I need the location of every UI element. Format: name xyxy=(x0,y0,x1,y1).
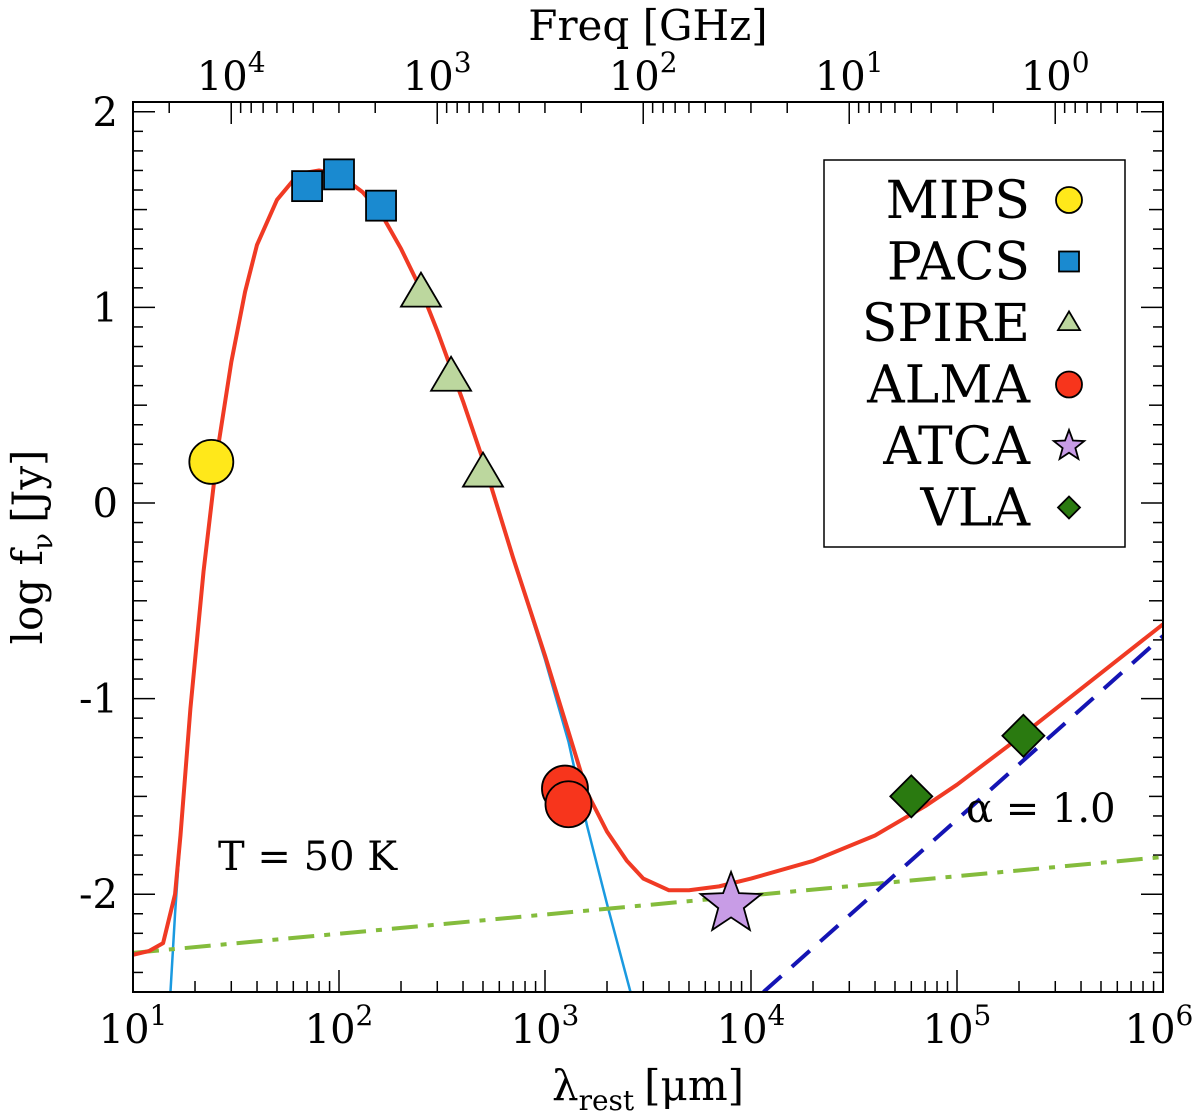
y-axis-title-unit: [Jy] xyxy=(3,450,52,523)
point-vla xyxy=(1001,713,1046,759)
top-tick-label-base: 10 xyxy=(815,54,866,100)
x-tick-label: 106 xyxy=(1125,999,1194,1053)
x-tick-label-base: 10 xyxy=(99,1007,150,1053)
point-spire xyxy=(429,354,473,392)
x-tick-labels: 101 102 103 104 105 106 xyxy=(99,999,1194,1053)
x-tick-label-base: 10 xyxy=(717,1007,768,1053)
alpha-annotation: α = 1.0 xyxy=(966,786,1116,832)
point-pacs xyxy=(323,158,355,191)
point-pacs xyxy=(291,170,323,203)
x-tick-label: 103 xyxy=(511,999,580,1053)
x-tick-label-exp: 3 xyxy=(562,999,580,1032)
top-tick-label-exp: 4 xyxy=(248,46,266,79)
x-axis-title-main: λ xyxy=(552,1061,579,1110)
legend-label-pacs: PACS xyxy=(887,233,1030,293)
point-pacs xyxy=(365,189,397,222)
x-tick-label-base: 10 xyxy=(511,1007,562,1053)
legend-marker-alma xyxy=(1055,370,1083,399)
top-tick-label-base: 10 xyxy=(403,54,454,100)
x-tick-label: 105 xyxy=(923,999,992,1053)
y-tick-label: -2 xyxy=(79,872,118,918)
top-axis-title: Freq [GHz] xyxy=(528,1,767,50)
point-spire xyxy=(399,270,443,308)
y-tick-label: -1 xyxy=(79,677,118,723)
curve-total-sed xyxy=(133,168,1163,957)
y-axis-title-main: log f xyxy=(3,546,52,644)
top-tick-label-base: 10 xyxy=(1021,54,1072,100)
x-axis-title-unit: [μm] xyxy=(644,1061,744,1110)
data-points xyxy=(188,158,1046,932)
axis-ticks xyxy=(132,102,1164,993)
point-vla xyxy=(889,774,934,819)
legend-marker-atca xyxy=(1051,427,1087,462)
top-tick-label: 101 xyxy=(815,46,884,100)
legend-marker-vla xyxy=(1056,495,1082,520)
x-axis-title: λrest [μm] xyxy=(552,1061,744,1116)
top-tick-label-base: 10 xyxy=(609,54,660,100)
point-mips xyxy=(188,439,235,485)
x-tick-label-base: 10 xyxy=(1125,1007,1176,1053)
top-tick-label-exp: 3 xyxy=(454,46,472,79)
x-tick-label: 101 xyxy=(99,999,168,1053)
x-tick-label-exp: 4 xyxy=(768,999,786,1032)
legend-marker-mips xyxy=(1055,186,1083,214)
x-tick-label-base: 10 xyxy=(305,1007,356,1053)
top-tick-label: 103 xyxy=(403,46,472,100)
legend-box xyxy=(823,159,1126,548)
point-atca xyxy=(698,869,764,932)
top-tick-labels: 104 103 102 101 100 xyxy=(197,46,1090,100)
curve-synchrotron-1-0 xyxy=(762,634,1163,992)
y-tick-label: 1 xyxy=(93,285,118,331)
top-tick-label-base: 10 xyxy=(197,54,248,100)
plot-frame xyxy=(132,101,1164,993)
x-tick-label: 104 xyxy=(717,999,786,1053)
x-tick-label-exp: 1 xyxy=(150,999,168,1032)
top-tick-label: 104 xyxy=(197,46,266,100)
x-tick-label-exp: 6 xyxy=(1176,999,1194,1032)
x-axis-title-sub: rest xyxy=(579,1084,635,1116)
legend-label-mips: MIPS xyxy=(886,171,1030,231)
x-tick-label-exp: 2 xyxy=(356,999,374,1032)
top-tick-label-exp: 1 xyxy=(866,46,884,79)
top-tick-label: 100 xyxy=(1021,46,1090,100)
top-tick-label-exp: 0 xyxy=(1072,46,1090,79)
x-tick-label: 102 xyxy=(305,999,374,1053)
top-tick-label-exp: 2 xyxy=(660,46,678,79)
x-tick-label-exp: 5 xyxy=(974,999,992,1032)
legend-marker-spire xyxy=(1056,309,1082,332)
top-tick-label: 102 xyxy=(609,46,678,100)
y-axis-title: log fν [Jy] xyxy=(3,450,59,645)
curve-free-free xyxy=(133,855,1163,955)
temperature-annotation: T = 50 K xyxy=(218,834,398,880)
y-axis-title-sub: ν xyxy=(26,533,59,550)
legend-marker-pacs xyxy=(1058,250,1080,273)
x-tick-label-base: 10 xyxy=(923,1007,974,1053)
legend-label-spire: SPIRE xyxy=(862,294,1030,354)
legend-label-alma: ALMA xyxy=(866,356,1031,416)
point-alma xyxy=(544,780,593,829)
y-tick-label: 0 xyxy=(93,481,118,527)
legend-label-atca: ATCA xyxy=(882,417,1031,477)
legend-label-vla: VLA xyxy=(919,479,1031,539)
y-tick-label: 2 xyxy=(93,90,118,136)
y-tick-labels: 2 1 0 -1 -2 xyxy=(79,90,118,918)
point-spire xyxy=(461,450,505,488)
